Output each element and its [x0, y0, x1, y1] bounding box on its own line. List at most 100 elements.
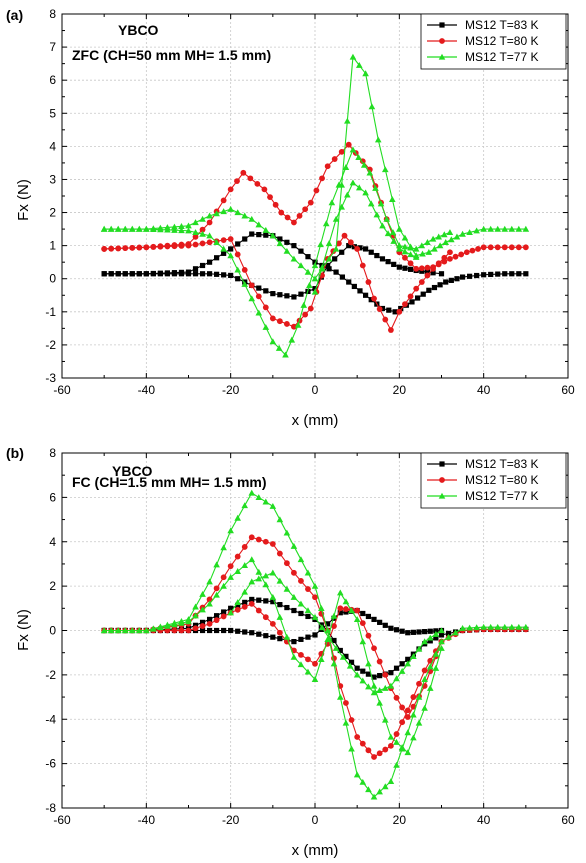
data-point [248, 556, 256, 563]
data-point [248, 534, 255, 541]
data-point [502, 271, 508, 277]
data-point [241, 502, 249, 509]
data-point [338, 148, 345, 155]
data-point [386, 307, 392, 313]
data-point [319, 175, 325, 182]
data-point [480, 225, 487, 232]
data-point [275, 344, 283, 351]
data-point [318, 622, 324, 628]
data-point [495, 271, 501, 277]
data-point [387, 682, 395, 689]
data-point [192, 271, 199, 277]
data-point [515, 225, 523, 232]
data-point [256, 285, 262, 291]
data-point [157, 624, 164, 631]
data-point [381, 783, 389, 790]
data-point [515, 623, 523, 630]
data-point [298, 248, 304, 254]
data-point [346, 662, 354, 669]
data-point [431, 284, 438, 291]
data-point [433, 635, 439, 641]
data-point [407, 266, 414, 272]
data-point [425, 248, 433, 255]
data-point [432, 664, 440, 671]
data-point [438, 632, 445, 638]
data-point [164, 226, 171, 233]
data-point [199, 627, 206, 634]
data-point [297, 661, 305, 668]
data-point [128, 225, 136, 232]
x-tick-label: 20 [393, 813, 407, 827]
data-point [114, 225, 122, 232]
data-point [459, 624, 466, 631]
data-point [341, 232, 348, 239]
x-tick-label: -40 [138, 813, 156, 827]
data-point [402, 301, 408, 307]
y-tick-label: 4 [49, 139, 56, 153]
data-point [436, 242, 444, 249]
data-point [432, 630, 440, 637]
data-point [365, 683, 372, 690]
data-point [136, 271, 142, 277]
data-point [335, 181, 343, 188]
data-point [129, 271, 135, 277]
data-point [354, 246, 361, 252]
data-point [360, 161, 368, 168]
data-point [365, 613, 372, 620]
data-point [227, 252, 234, 259]
data-point [325, 634, 333, 641]
data-point [262, 226, 270, 233]
data-point [349, 146, 357, 153]
data-point [427, 638, 433, 644]
data-point [199, 215, 206, 222]
data-point [438, 627, 445, 634]
data-point [241, 267, 248, 273]
data-point [351, 283, 357, 290]
x-tick-label: 60 [561, 383, 575, 397]
data-point [128, 627, 136, 634]
data-point [431, 245, 438, 252]
data-point [390, 237, 398, 244]
data-point [122, 245, 129, 252]
data-point [150, 226, 157, 233]
data-point [164, 622, 171, 629]
data-point [220, 574, 227, 581]
data-point [442, 239, 450, 245]
data-point [164, 271, 171, 277]
data-point [220, 245, 227, 252]
legend-marker [439, 38, 445, 44]
data-point [508, 244, 515, 251]
data-point [332, 215, 340, 222]
data-point [337, 589, 344, 596]
data-point [420, 291, 426, 297]
data-point [115, 271, 121, 277]
data-point [441, 231, 448, 238]
data-point [143, 244, 150, 251]
data-point [388, 625, 394, 631]
data-point [214, 255, 220, 261]
data-point [371, 674, 377, 680]
data-point [220, 582, 227, 589]
data-point [412, 253, 420, 260]
data-point [445, 630, 452, 637]
data-point [330, 660, 338, 667]
data-point [382, 746, 389, 753]
data-point [206, 620, 213, 627]
data-point [206, 596, 213, 603]
data-point [448, 236, 455, 243]
data-point [129, 244, 136, 251]
data-point [276, 516, 284, 523]
data-point [376, 699, 383, 706]
y-tick-label: -8 [45, 801, 56, 815]
data-point [307, 199, 314, 206]
data-point [418, 242, 426, 249]
data-point [171, 627, 178, 634]
y-tick-label: 0 [49, 272, 56, 286]
data-point [376, 788, 383, 795]
data-point [376, 687, 383, 694]
data-point [365, 632, 372, 639]
data-point [192, 625, 199, 632]
data-point [107, 627, 115, 634]
data-point [384, 230, 392, 237]
data-point [297, 556, 305, 563]
